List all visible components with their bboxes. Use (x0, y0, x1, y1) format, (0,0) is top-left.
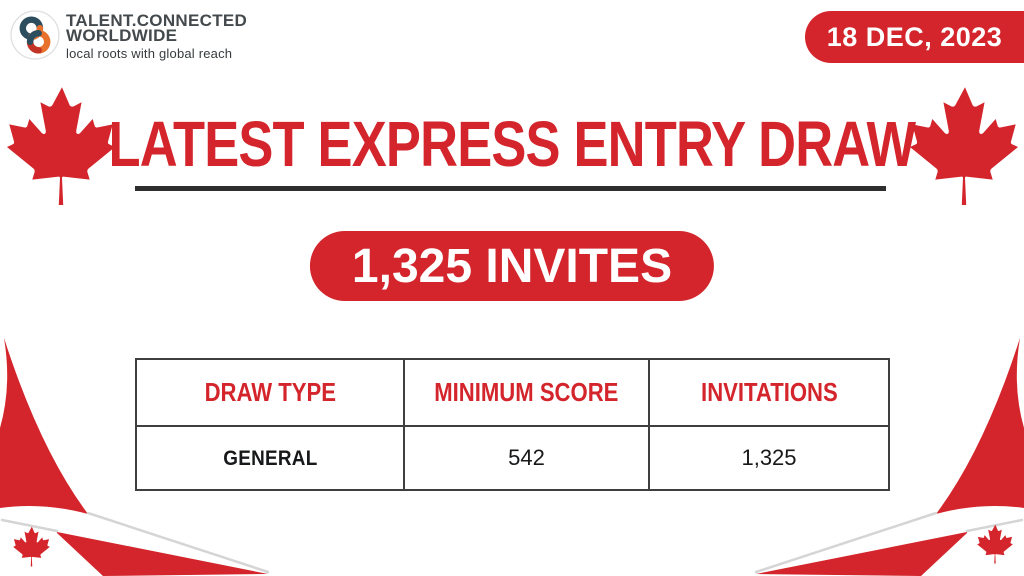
invites-pill-label: 1,325 INVITES (351, 239, 673, 293)
table-row: GENERAL 542 1,325 (135, 425, 890, 491)
date-badge-label: 18 DEC, 2023 (826, 21, 1003, 52)
date-badge: 18 DEC, 2023 (805, 11, 1024, 63)
page-title-wrap: LATEST EXPRESS ENTRY DRAW (0, 108, 1024, 180)
column-header-minimum-score-label: MINIMUM SCORE (434, 377, 619, 407)
cell-minimum-score: 542 (403, 425, 650, 491)
brand-tagline: local roots with global reach (66, 46, 233, 61)
page-title: LATEST EXPRESS ENTRY DRAW (108, 108, 916, 180)
column-header-invitations: INVITATIONS (648, 358, 890, 427)
brand-name-line1: TALENT.CONNECTED (66, 11, 248, 30)
brand-text-block: TALENT.CONNECTED WORLDWIDE local roots w… (66, 10, 247, 61)
cell-invitations-value: 1,325 (741, 445, 797, 470)
title-underline (135, 186, 886, 191)
column-header-minimum-score: MINIMUM SCORE (403, 358, 650, 427)
maple-leaf-icon (977, 524, 1013, 564)
cell-invitations: 1,325 (648, 425, 890, 491)
column-header-invitations-label: INVITATIONS (700, 377, 838, 407)
cell-draw-type-value: GENERAL (222, 447, 318, 470)
draw-table: DRAW TYPE MINIMUM SCORE INVITATIONS GENE… (135, 358, 890, 491)
maple-leaf-icon (13, 526, 50, 567)
brand-swirl-icon (10, 10, 60, 60)
brand-logo: TALENT.CONNECTED WORLDWIDE local roots w… (10, 10, 247, 61)
table-header-row: DRAW TYPE MINIMUM SCORE INVITATIONS (135, 358, 890, 427)
invites-pill: 1,325 INVITES (309, 231, 715, 301)
column-header-draw-type: DRAW TYPE (135, 358, 405, 427)
brand-name-line2: WORLDWIDE (66, 26, 178, 45)
brand-name: TALENT.CONNECTED WORLDWIDE (66, 11, 248, 45)
column-header-draw-type-label: DRAW TYPE (204, 377, 336, 407)
cell-minimum-score-value: 542 (508, 445, 545, 470)
cell-draw-type: GENERAL (135, 425, 405, 491)
